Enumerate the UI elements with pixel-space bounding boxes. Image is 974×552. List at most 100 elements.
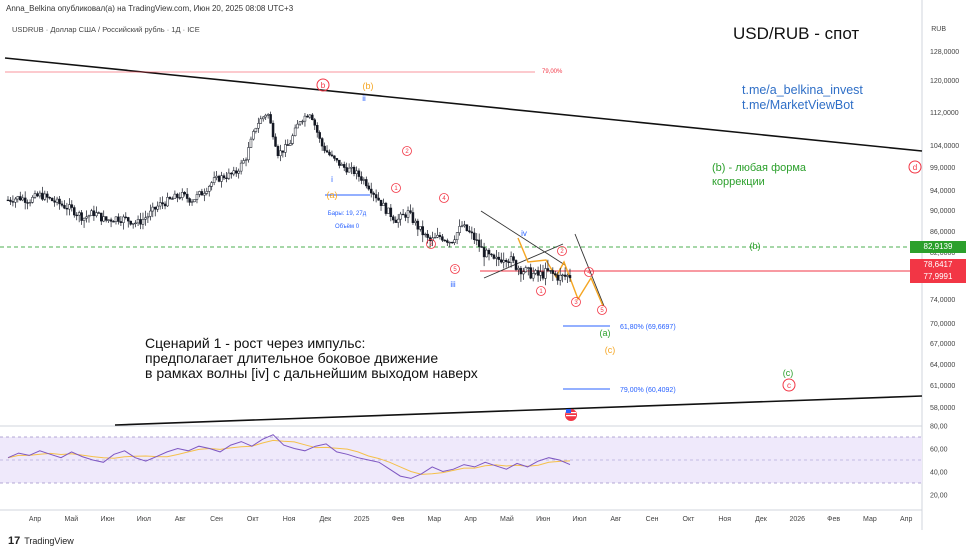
candle-body — [65, 207, 69, 210]
label-3a: 3 — [574, 300, 578, 306]
candle-body — [95, 212, 98, 217]
candle-body — [288, 143, 292, 146]
time-tick-label: Июл — [137, 516, 151, 523]
candle-body — [311, 114, 314, 120]
candle-body — [82, 217, 86, 221]
candle-body — [374, 194, 378, 199]
candles-group[interactable] — [6, 111, 572, 286]
candle-body — [134, 222, 137, 224]
candle-body — [75, 214, 78, 217]
candle-body — [480, 246, 483, 248]
candle-body — [264, 114, 267, 118]
candle-body — [566, 275, 569, 277]
candle-body — [261, 116, 265, 120]
upper-trendline[interactable] — [4, 57, 923, 152]
candle-body — [220, 175, 223, 182]
candle-body — [323, 145, 326, 151]
circle-4a — [439, 193, 449, 203]
candle-body — [200, 191, 204, 196]
candle-body — [217, 175, 221, 182]
circle-1b — [536, 286, 546, 296]
candle-body — [274, 136, 277, 147]
candle-body — [392, 216, 395, 221]
candle-body — [210, 182, 213, 187]
candle-body — [497, 256, 501, 260]
candle-body — [330, 154, 334, 157]
candle-body — [9, 199, 12, 202]
candle-body — [257, 123, 260, 129]
candle-body — [507, 261, 510, 264]
price-axis[interactable]: 128,0000 120,0000 112,0000 104,0000 99,0000 9… — [930, 49, 959, 412]
rsi-group[interactable] — [7, 434, 571, 479]
time-tick-label: Мар — [427, 516, 441, 523]
candle-body — [561, 274, 564, 276]
label-4b: 4 — [587, 270, 591, 276]
candle-body — [50, 197, 54, 202]
lower-trendline[interactable] — [114, 395, 923, 426]
candle-body — [419, 226, 422, 230]
candle-body — [36, 193, 39, 197]
candle-body — [531, 273, 535, 279]
wedge-right-line[interactable] — [574, 233, 605, 307]
price-tick-label: 61,0000 — [930, 383, 955, 390]
time-tick-label: Май — [500, 515, 514, 523]
candle-body — [433, 236, 437, 239]
time-tick-label: Мар — [863, 516, 877, 523]
candle-body — [389, 207, 393, 217]
circle-2c — [557, 246, 567, 256]
time-tick-label: Июл — [572, 516, 586, 523]
candle-body — [168, 197, 172, 199]
time-axis[interactable]: Апр Май Июн Июл Авг Сен Окт Ноя Дек 2025 Фев Мар Апр… — [29, 515, 913, 523]
candle-body — [360, 176, 363, 181]
candle-body — [514, 260, 518, 270]
candle-body — [26, 202, 29, 204]
tradingview-footer[interactable]: 17 TradingView — [8, 535, 74, 547]
wedge-lower-line[interactable] — [483, 243, 564, 279]
rsi-axis[interactable]: 80,00 60,00 40,00 20,00 — [930, 424, 948, 500]
candle-body — [183, 192, 186, 195]
candle-body — [185, 193, 189, 199]
candle-body — [539, 271, 542, 276]
candle-body — [325, 150, 329, 153]
candle-body — [460, 225, 464, 227]
candle-body — [119, 221, 123, 223]
candle-body — [38, 192, 42, 197]
candle-body — [77, 212, 81, 216]
candle-body — [450, 241, 454, 244]
candle-body — [536, 270, 540, 276]
symbol-title[interactable]: USDRUB · Доллар США / Российский рубль ·… — [12, 25, 200, 34]
telegram-link-1[interactable]: t.me/a_belkina_invest — [742, 83, 863, 97]
candle-body — [139, 219, 142, 225]
price-tick-label: 82,0000 — [930, 250, 955, 257]
candle-body — [100, 212, 103, 222]
circle-2a — [402, 146, 412, 156]
candle-body — [504, 259, 508, 262]
tradingview-logo-icon: 17 — [8, 535, 21, 547]
candle-body — [396, 218, 400, 223]
time-tick-label: Фев — [827, 516, 840, 523]
candle-body — [195, 194, 199, 200]
candle-body — [443, 239, 447, 242]
candle-body — [377, 197, 380, 201]
bars-info-label: Бары: 19, 27д — [328, 211, 367, 217]
currency-label[interactable]: RUB — [931, 26, 946, 33]
candle-body — [212, 177, 216, 183]
candle-body — [502, 259, 505, 263]
candle-body — [259, 118, 263, 124]
candle-body — [563, 274, 567, 277]
wedge-upper-line[interactable] — [480, 210, 566, 266]
candle-body — [519, 267, 523, 275]
rsi-tick-label: 20,00 — [930, 493, 948, 500]
wave-i-label: i — [331, 175, 333, 184]
candle-body — [446, 240, 449, 243]
candle-body — [252, 131, 255, 140]
time-tick-label: Апр — [464, 516, 476, 523]
time-tick-label: Фев — [392, 516, 405, 523]
wave-c-orange-label: (c) — [605, 345, 616, 355]
candle-body — [414, 220, 417, 223]
telegram-link-2[interactable]: t.me/MarketViewBot — [742, 98, 854, 112]
flag-stripe-2 — [566, 415, 576, 417]
candle-body — [342, 164, 346, 168]
candle-body — [534, 270, 537, 274]
